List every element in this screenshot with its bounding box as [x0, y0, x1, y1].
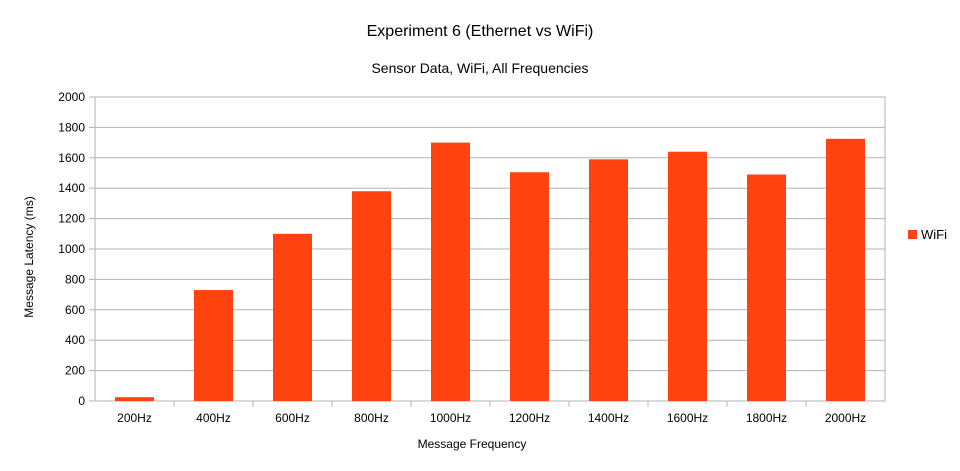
bars [115, 138, 865, 402]
y-axis-label: Message Latency (ms) [22, 196, 36, 317]
x-tick-label: 200Hz [117, 411, 152, 425]
bar-1200hz [510, 172, 549, 401]
bar-1400hz [589, 159, 628, 401]
y-tick-label: 800 [65, 272, 85, 286]
y-axis-ticks: 0 200 400 600 800 1000 1200 1400 1600 1800 2000 [58, 90, 95, 408]
x-tick-label: 400Hz [196, 411, 231, 425]
x-tick-label: 1000Hz [430, 411, 471, 425]
legend-label-wifi: WiFi [921, 227, 947, 242]
y-tick-label: 1800 [58, 120, 85, 134]
x-axis-ticks: 200Hz 400Hz 600Hz 800Hz 1000Hz 1200Hz 1400Hz 16… [117, 401, 866, 425]
x-axis-label: Message Frequency [418, 437, 527, 451]
bar-2000hz [826, 138, 865, 402]
x-tick-label: 1800Hz [746, 411, 787, 425]
y-tick-label: 0 [78, 394, 85, 408]
y-tick-label: 1600 [58, 151, 85, 165]
y-tick-label: 2000 [58, 90, 85, 104]
bar-800hz [352, 191, 391, 401]
x-tick-label: 2000Hz [825, 411, 866, 425]
legend: WiFi [908, 227, 947, 242]
bar-200hz [115, 397, 154, 401]
bar-1800hz [747, 174, 786, 401]
bar-1000hz [431, 142, 470, 401]
x-tick-label: 600Hz [275, 411, 310, 425]
bar-600hz [273, 233, 312, 401]
y-tick-label: 1200 [58, 212, 85, 226]
y-tick-label: 1400 [58, 181, 85, 195]
y-tick-label: 400 [65, 333, 85, 347]
x-tick-label: 1200Hz [509, 411, 550, 425]
x-tick-label: 800Hz [354, 411, 389, 425]
x-tick-label: 1400Hz [588, 411, 629, 425]
bar-1600hz [668, 151, 707, 401]
y-tick-label: 1000 [58, 242, 85, 256]
bar-400hz [194, 290, 233, 401]
chart-subtitle: Sensor Data, WiFi, All Frequencies [371, 60, 588, 76]
chart-title: Experiment 6 (Ethernet vs WiFi) [367, 23, 594, 40]
y-tick-label: 200 [65, 364, 85, 378]
x-tick-label: 1600Hz [667, 411, 708, 425]
y-tick-label: 600 [65, 303, 85, 317]
legend-swatch-wifi [908, 230, 917, 239]
